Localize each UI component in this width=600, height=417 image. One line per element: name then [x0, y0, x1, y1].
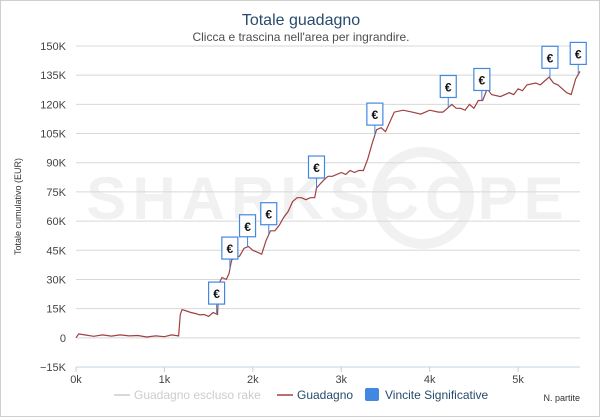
x-tick-label: 4k — [424, 374, 436, 386]
y-tick-label: 0 — [60, 333, 66, 345]
y-tick-label: 105K — [40, 129, 66, 141]
flag-box — [307, 155, 326, 179]
x-tick-label: 5k — [512, 374, 524, 386]
legend-square-icon — [365, 388, 379, 401]
y-axis-title: Totale cumulativo (EUR) — [13, 158, 23, 255]
euro-icon: € — [213, 287, 220, 301]
significant-win-flag[interactable]: € — [260, 202, 278, 235]
significant-win-flag[interactable]: € — [238, 214, 257, 247]
y-tick-label: 75K — [46, 187, 66, 199]
y-tick-label: 15K — [46, 304, 66, 316]
legend-item-guadagno-escluso-rake[interactable]: Guadagno escluso rake — [114, 388, 261, 402]
y-tick-label: 90K — [46, 158, 66, 170]
euro-icon: € — [547, 51, 554, 65]
euro-icon: € — [575, 47, 582, 61]
flag-box — [473, 67, 491, 92]
significant-win-flag[interactable]: € — [207, 281, 226, 315]
y-tick-label: 30K — [46, 274, 66, 286]
significant-win-flag[interactable]: € — [221, 236, 239, 270]
flag-box — [439, 74, 457, 99]
y-tick-label: 120K — [40, 99, 66, 111]
flag-box — [569, 41, 587, 66]
significant-win-flag[interactable]: € — [439, 74, 457, 108]
legend-label: Guadagno — [297, 388, 353, 402]
euro-icon: € — [265, 208, 272, 222]
euro-icon: € — [244, 220, 251, 234]
y-tick-label: 150K — [40, 41, 66, 53]
euro-icon: € — [445, 80, 452, 94]
y-tick-label: 60K — [46, 216, 66, 228]
y-tick-label: 45K — [46, 245, 66, 257]
legend: Guadagno escluso rake Guadagno Vincite Sig… — [114, 388, 488, 402]
euro-icon: € — [479, 73, 486, 87]
significant-win-flag[interactable]: € — [366, 102, 384, 136]
series-line-guadagno[interactable] — [75, 71, 581, 339]
flag-box — [541, 45, 559, 69]
significant-win-flag[interactable]: € — [307, 155, 326, 189]
y-tick-label: 135K — [40, 70, 66, 82]
legend-item-vincite-significative[interactable]: Vincite Significative — [365, 388, 488, 402]
legend-label: Guadagno escluso rake — [134, 388, 261, 402]
x-tick-label: 2k — [247, 374, 259, 386]
flag-box — [238, 214, 257, 238]
euro-icon: € — [372, 108, 379, 122]
x-tick-label: 0k — [70, 374, 82, 386]
flag-box — [207, 281, 226, 305]
chart-title: Totale guadagno — [242, 12, 360, 29]
flag-box — [260, 202, 278, 226]
chart-subtitle: Clicca e trascina nell'area per ingrandi… — [192, 30, 409, 44]
watermark-text: SHARKSCOPE — [86, 165, 569, 232]
significant-win-flag[interactable]: € — [569, 41, 587, 75]
watermark-scope — [372, 147, 474, 249]
legend-item-guadagno[interactable]: Guadagno — [277, 388, 353, 402]
y-tick-label: −15K — [40, 362, 67, 374]
significant-win-flag[interactable]: € — [473, 67, 491, 101]
x-axis-title: N. partite — [543, 393, 580, 403]
euro-icon: € — [227, 242, 234, 256]
flag-box — [366, 102, 384, 126]
flag-box — [221, 236, 239, 260]
legend-label: Vincite Significative — [385, 388, 488, 402]
significant-win-flag[interactable]: € — [541, 45, 559, 79]
x-tick-label: 3k — [335, 374, 347, 386]
x-tick-label: 1k — [159, 374, 171, 386]
euro-icon: € — [313, 161, 320, 175]
